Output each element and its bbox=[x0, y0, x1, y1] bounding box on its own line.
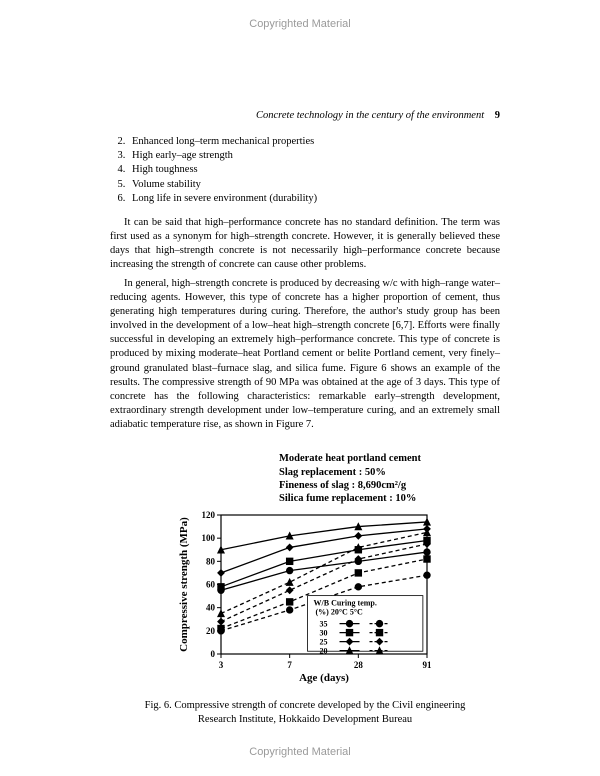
svg-text:0: 0 bbox=[211, 649, 216, 659]
svg-text:80: 80 bbox=[206, 556, 216, 566]
page-number: 9 bbox=[495, 110, 500, 121]
svg-text:Compressive strength (MPa): Compressive strength (MPa) bbox=[178, 517, 190, 652]
figure-meta-line: Fineness of slag : 8,690cm²/g bbox=[279, 479, 421, 492]
running-title: Concrete technology in the century of th… bbox=[256, 110, 484, 121]
svg-text:W/B Curing temp.: W/B Curing temp. bbox=[314, 599, 377, 608]
svg-text:7: 7 bbox=[287, 660, 292, 670]
svg-text:3: 3 bbox=[219, 660, 224, 670]
figure-caption: Fig. 6. Compressive strength of concrete… bbox=[110, 699, 500, 726]
properties-list: Enhanced long–term mechanical properties… bbox=[110, 135, 500, 206]
property-item: Volume stability bbox=[128, 178, 500, 192]
compressive-strength-chart: 0 20 40 60 80 100 120 3 7 28 91 Age (days) Compressi… bbox=[175, 509, 435, 689]
svg-text:(%) 20°C 5°C: (%) 20°C 5°C bbox=[316, 608, 364, 617]
svg-text:40: 40 bbox=[206, 603, 216, 613]
watermark-bottom: Copyrighted Material bbox=[0, 746, 600, 758]
svg-text:91: 91 bbox=[423, 660, 433, 670]
property-item: Long life in severe environment (durabil… bbox=[128, 192, 500, 206]
watermark-top: Copyrighted Material bbox=[0, 18, 600, 30]
figure-meta-line: Slag replacement : 50% bbox=[279, 466, 421, 479]
running-head: Concrete technology in the century of th… bbox=[110, 110, 500, 121]
figure-meta-line: Moderate heat portland cement bbox=[279, 452, 421, 465]
paragraph-1: It can be said that high–performance con… bbox=[110, 216, 500, 273]
property-item: High early–age strength bbox=[128, 149, 500, 163]
property-item: High toughness bbox=[128, 163, 500, 177]
svg-text:25: 25 bbox=[320, 638, 328, 647]
paragraph-2: In general, high–strength concrete is pr… bbox=[110, 277, 500, 433]
figure-meta: Moderate heat portland cementSlag replac… bbox=[279, 452, 421, 505]
property-item: Enhanced long–term mechanical properties bbox=[128, 135, 500, 149]
svg-text:35: 35 bbox=[320, 620, 328, 629]
svg-text:20: 20 bbox=[206, 626, 216, 636]
svg-text:100: 100 bbox=[202, 533, 216, 543]
svg-text:30: 30 bbox=[320, 629, 328, 638]
svg-text:28: 28 bbox=[354, 660, 364, 670]
svg-text:Age (days): Age (days) bbox=[299, 672, 349, 684]
svg-text:120: 120 bbox=[202, 510, 216, 520]
svg-text:60: 60 bbox=[206, 579, 216, 589]
figure-meta-line: Silica fume replacement : 10% bbox=[279, 492, 421, 505]
figure-6: Moderate heat portland cementSlag replac… bbox=[110, 452, 500, 726]
svg-text:20: 20 bbox=[320, 647, 328, 656]
page-content: Concrete technology in the century of th… bbox=[110, 110, 500, 726]
